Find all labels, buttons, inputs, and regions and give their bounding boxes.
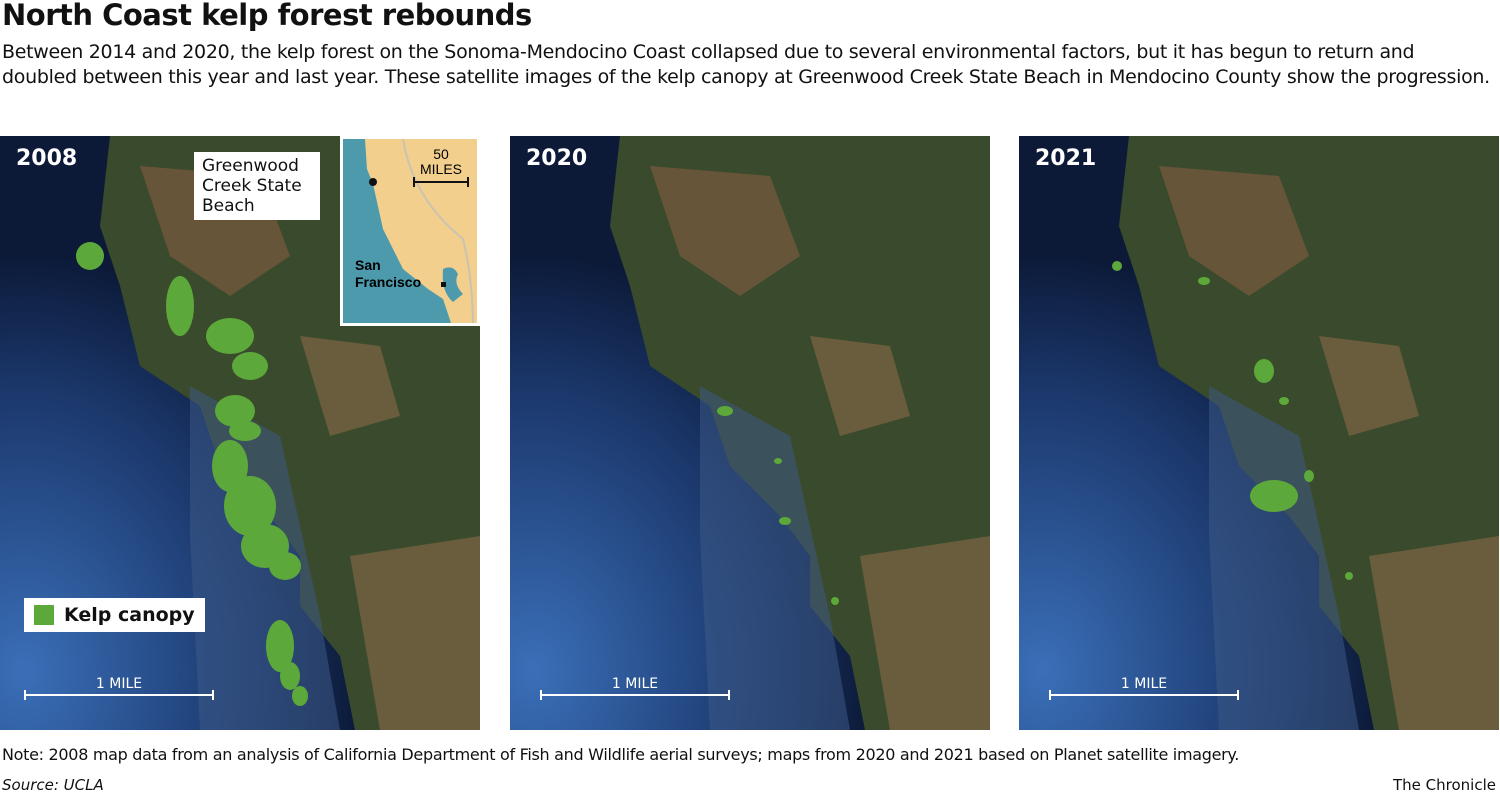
kelp-patch [166, 276, 194, 336]
kelp-patch [215, 395, 255, 427]
year-label: 2008 [16, 146, 78, 171]
satellite-image [510, 136, 990, 730]
city-label: San Francisco [355, 257, 421, 290]
kelp-patch [292, 686, 308, 706]
kelp-patch [831, 597, 839, 605]
scale-label: 1 MILE [95, 676, 143, 692]
locator-map: 50 MILES San Francisco [340, 136, 480, 326]
scale-line [540, 690, 730, 700]
city-label-line1: San [355, 257, 381, 273]
kelp-patch [1304, 470, 1314, 482]
legend: Kelp canopy [24, 598, 205, 632]
kelp-patch [206, 318, 254, 354]
scale-line [24, 690, 214, 700]
location-marker [369, 178, 377, 186]
city-marker [441, 282, 446, 287]
locator-map-graphic: 50 MILES San Francisco [343, 139, 474, 323]
source: Source: UCLA [2, 776, 104, 794]
kelp-patch [1112, 261, 1122, 271]
kelp-patch [280, 662, 300, 690]
legend-swatch [34, 605, 54, 625]
kelp-patch [1198, 277, 1210, 285]
kelp-patch [717, 406, 733, 416]
year-label: 2021 [1035, 146, 1097, 171]
scale-label: 1 MILE [611, 676, 659, 692]
description: Between 2014 and 2020, the kelp forest o… [2, 41, 1490, 88]
kelp-patch [779, 517, 791, 525]
credit: The Chronicle [1393, 776, 1496, 794]
location-callout: Greenwood Creek State Beach [194, 152, 320, 220]
kelp-patch [229, 421, 261, 441]
legend-label: Kelp canopy [64, 604, 195, 626]
scale-bar: 1 MILE [540, 676, 730, 700]
map-panel-2008: 2008 Greenwood Creek State Beach 50 MILE… [0, 136, 480, 730]
note: Note: 2008 map data from an analysis of … [2, 745, 1240, 764]
satellite-image [1019, 136, 1499, 730]
year-label: 2020 [526, 146, 588, 171]
scale-bar: 1 MILE [24, 676, 214, 700]
kelp-patch [1279, 397, 1289, 405]
inset-scale-value: 50 [433, 146, 449, 162]
map-panel-2021: 2021 1 MILE [1019, 136, 1499, 730]
kelp-patch [1345, 572, 1353, 580]
inset-scale-unit: MILES [420, 161, 462, 177]
scale-bar: 1 MILE [1049, 676, 1239, 700]
kelp-patch [269, 552, 301, 580]
page-title: North Coast kelp forest rebounds [2, 0, 532, 32]
kelp-patch [76, 242, 104, 270]
scale-line [1049, 690, 1239, 700]
kelp-patch [224, 476, 276, 536]
city-label-line2: Francisco [355, 274, 421, 290]
kelp-patch [1254, 359, 1274, 383]
kelp-patch [232, 352, 268, 380]
kelp-patch [1250, 480, 1298, 512]
kelp-patch [774, 458, 782, 464]
scale-label: 1 MILE [1120, 676, 1168, 692]
map-panel-2020: 2020 1 MILE [510, 136, 990, 730]
kelp-patch [266, 620, 294, 672]
